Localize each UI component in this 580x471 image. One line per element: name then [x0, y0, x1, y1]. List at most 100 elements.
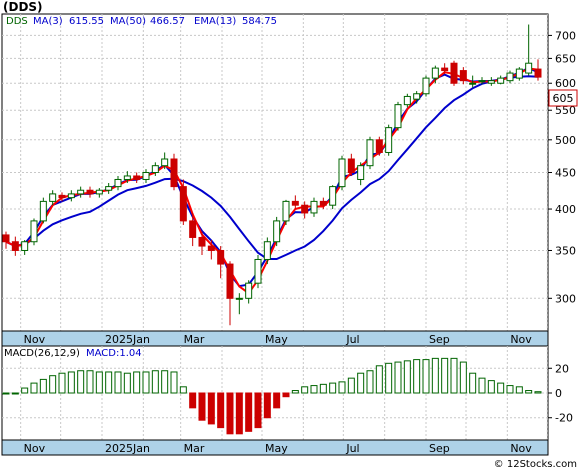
candle-body: [385, 127, 393, 153]
x-tick-label: Nov: [24, 333, 46, 346]
macd-bar: [170, 371, 178, 394]
candle-body: [123, 175, 131, 180]
candle: [114, 175, 122, 191]
price-grid: [2, 14, 548, 331]
candle-body: [338, 158, 346, 188]
candle-body: [282, 200, 290, 222]
candle: [30, 218, 38, 246]
candle-body: [515, 68, 523, 79]
candle: [385, 124, 393, 156]
macd-x-tick-label: Nov: [24, 442, 46, 455]
macd-bar: [497, 382, 505, 394]
macd-x-tick-label: Jul: [345, 442, 359, 455]
macd-bar: [254, 392, 262, 429]
candle: [329, 185, 337, 210]
price-y-ticks: 700 650 600 550 500 450 400 350 300: [548, 29, 576, 305]
candle-body: [198, 236, 206, 247]
ma3-line: [5, 67, 539, 295]
candle-body: [105, 186, 113, 191]
candle-body: [21, 241, 29, 251]
candle-body: [291, 200, 299, 206]
candle: [487, 77, 495, 86]
macd-bar: [161, 370, 169, 394]
macd-bar: [338, 381, 346, 394]
macd-bar: [245, 392, 253, 432]
legend-ma50: MA(50): [110, 16, 146, 27]
candle: [310, 197, 318, 217]
candle: [394, 101, 402, 131]
candle: [11, 236, 19, 256]
candle: [422, 75, 430, 97]
candle-body: [534, 68, 542, 78]
candle-body: [11, 241, 19, 251]
candle: [179, 179, 187, 225]
candle: [431, 65, 439, 84]
candle: [263, 237, 271, 265]
candle-body: [273, 220, 281, 243]
candle-body: [217, 249, 225, 265]
candle-body: [235, 297, 243, 300]
candle: [273, 216, 281, 247]
macd-bar: [301, 386, 309, 394]
candle-body: [245, 282, 253, 299]
candle: [478, 77, 486, 85]
macd-bar: [189, 392, 197, 409]
candle-body: [301, 204, 309, 214]
candle-body: [375, 139, 383, 153]
legend-ma3: MA(3): [33, 16, 63, 27]
candle-body: [431, 67, 439, 79]
legend-ma3-value: 615.55: [69, 16, 104, 27]
macd-bar: [487, 380, 495, 394]
macd-bar: [441, 357, 449, 394]
x-tick-label: Mar: [184, 333, 205, 346]
price-label-box: [548, 89, 578, 107]
candle: [347, 153, 355, 176]
candle: [282, 199, 290, 225]
macd-bar: [478, 377, 486, 394]
macd-bar: [95, 371, 103, 394]
candle: [235, 293, 243, 315]
candle: [291, 195, 299, 210]
y-tick-label: 700: [555, 29, 576, 42]
candle: [133, 172, 141, 184]
ma3-path: [5, 67, 539, 295]
macd-x-tick-label: Nov: [510, 442, 532, 455]
candle-body: [497, 77, 505, 84]
candle-body: [30, 220, 38, 243]
candle-body: [469, 82, 477, 85]
candle: [58, 192, 66, 202]
candle-body: [366, 139, 374, 167]
candle-body: [319, 200, 327, 206]
macd-y-tick-label: 20: [555, 362, 569, 375]
chart-title: (DDS): [3, 0, 43, 14]
price-x-tick-labels: Nov 2025Jan Mar May Jul Sep Nov: [24, 333, 533, 346]
candle-body: [329, 186, 337, 206]
macd-y-tick-label: 0: [555, 387, 562, 400]
candle: [441, 63, 449, 75]
candle-body: [254, 258, 262, 284]
macd-x-tick-label: 2025Jan: [105, 442, 150, 455]
legend-ema13: EMA(13): [194, 16, 236, 27]
candle-body: [441, 67, 449, 72]
candle: [515, 67, 523, 81]
macd-bar: [151, 370, 159, 394]
macd-bar: [273, 392, 281, 409]
macd-bar: [77, 370, 85, 394]
y-tick-label: 600: [555, 77, 576, 90]
macd-bar: [235, 392, 243, 435]
macd-bar: [207, 392, 215, 425]
macd-y-ticks: 20 0 -20: [548, 362, 573, 425]
macd-bar: [506, 385, 514, 394]
candle: [151, 162, 159, 176]
candle-body: [403, 95, 411, 106]
candle: [375, 136, 383, 156]
macd-legend-value: MACD:1.04: [86, 348, 142, 359]
y-tick-label: 400: [555, 203, 576, 216]
macd-x-tick-label: May: [265, 442, 288, 455]
candle-body: [161, 158, 169, 167]
x-tick-label: May: [265, 333, 288, 346]
macd-bar: [329, 382, 337, 394]
candle: [170, 153, 178, 191]
ma50-path: [5, 75, 539, 260]
macd-bar: [291, 390, 299, 394]
